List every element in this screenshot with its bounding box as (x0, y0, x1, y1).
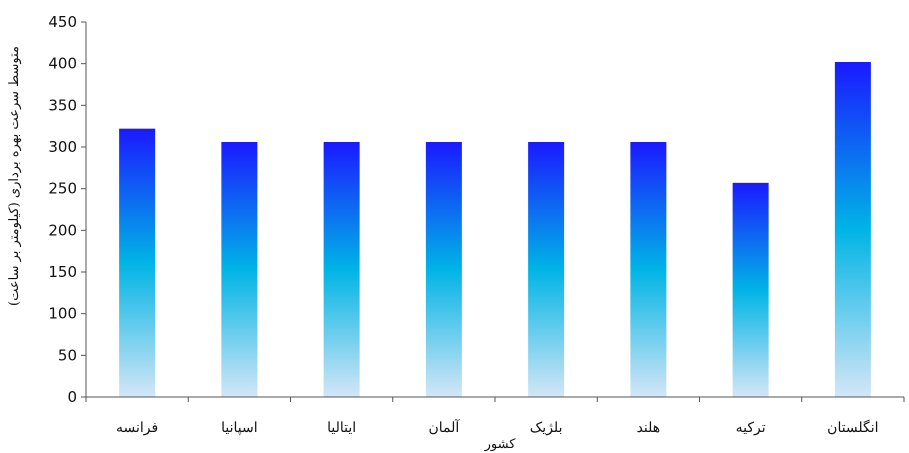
x-axis-label: کشور (484, 437, 517, 452)
y-tick-label: 250 (48, 180, 77, 198)
y-tick-label: 50 (58, 346, 77, 364)
x-tick-label: آلمان (428, 418, 460, 436)
y-tick-label: 100 (48, 305, 77, 323)
y-tick-label: 0 (67, 388, 77, 406)
bar (119, 128, 156, 397)
bar (732, 182, 769, 397)
x-tick-label: انگلستان (827, 419, 878, 436)
y-tick-label: 200 (48, 221, 77, 239)
y-tick-label: 400 (48, 55, 77, 73)
bar (221, 142, 258, 397)
x-tick-label: فرانسه (116, 420, 158, 436)
y-tick-label: 300 (48, 138, 77, 156)
x-tick-label: بلژیک (530, 420, 563, 436)
y-tick-label: 350 (48, 96, 77, 114)
axes: فرانسه اسپانیا ایتالیا آلمان بلژیک هلند ترکیه ا… (48, 13, 905, 436)
bar (630, 142, 667, 397)
y-tick-label: 150 (48, 263, 77, 281)
bar (528, 142, 565, 397)
bars (119, 62, 871, 397)
bar (425, 142, 462, 397)
x-tick-label: ایتالیا (327, 420, 356, 436)
bar (323, 142, 360, 397)
y-tick-label: 450 (48, 13, 77, 31)
x-tick-label: هلند (637, 420, 661, 436)
x-tick-label: اسپانیا (221, 420, 258, 436)
y-axis-label: متوسط سرعت بهره برداری (کیلومتر بر ساعت) (7, 46, 22, 306)
x-tick-label: ترکیه (736, 420, 766, 436)
bar (834, 62, 871, 397)
